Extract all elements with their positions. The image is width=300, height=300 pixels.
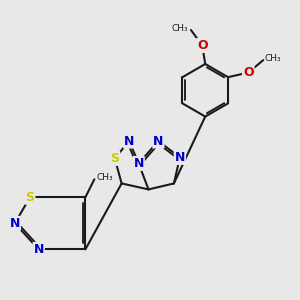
Text: N: N	[124, 134, 134, 148]
Text: CH₃: CH₃	[97, 173, 113, 182]
Text: CH₃: CH₃	[265, 54, 281, 63]
Text: S: S	[26, 191, 34, 204]
Text: O: O	[197, 39, 208, 52]
Text: CH₃: CH₃	[172, 24, 188, 33]
Text: N: N	[153, 134, 164, 148]
Text: O: O	[243, 66, 254, 79]
Text: N: N	[175, 151, 185, 164]
Text: S: S	[110, 152, 119, 165]
Text: N: N	[34, 243, 44, 256]
Text: N: N	[134, 157, 144, 170]
Text: N: N	[10, 217, 20, 230]
